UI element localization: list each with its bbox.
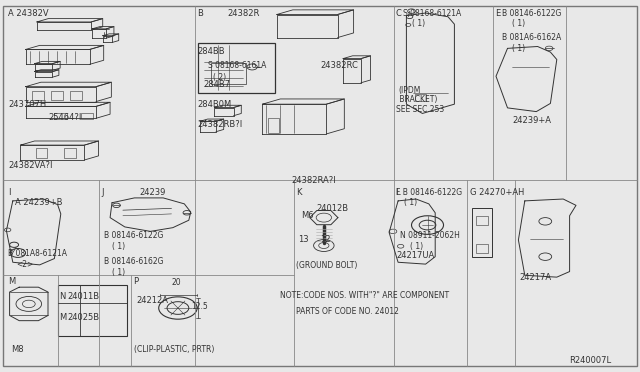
- Bar: [198, 43, 275, 93]
- Text: 24217UA: 24217UA: [397, 251, 435, 260]
- Text: B: B: [197, 9, 203, 18]
- Text: M8: M8: [12, 345, 24, 354]
- Text: SEE SEC.253: SEE SEC.253: [396, 105, 444, 114]
- Text: ( 1): ( 1): [512, 44, 525, 53]
- Bar: [268, 118, 279, 133]
- Bar: [51, 91, 63, 100]
- Bar: [58, 285, 127, 336]
- Text: A 24239+B: A 24239+B: [15, 198, 62, 207]
- Text: 24382RC: 24382RC: [320, 61, 358, 70]
- Text: <2>: <2>: [16, 260, 33, 269]
- Text: NOTE:CODE NOS. WITH"?" ARE COMPONENT: NOTE:CODE NOS. WITH"?" ARE COMPONENT: [280, 291, 449, 300]
- Text: 20: 20: [172, 278, 181, 287]
- Text: 24382RA?I: 24382RA?I: [291, 176, 336, 185]
- Text: S 08168-6121A: S 08168-6121A: [403, 9, 461, 18]
- Text: K: K: [296, 188, 302, 197]
- Text: 13: 13: [298, 235, 308, 244]
- Text: 24382VA?I: 24382VA?I: [8, 161, 53, 170]
- Bar: [476, 216, 488, 225]
- Text: BRACKET): BRACKET): [397, 95, 437, 104]
- Text: ( 1): ( 1): [112, 242, 125, 251]
- Text: (GROUND BOLT): (GROUND BOLT): [296, 261, 358, 270]
- Text: ( 2): ( 2): [213, 73, 227, 81]
- Text: 24217A: 24217A: [520, 273, 552, 282]
- Text: 12: 12: [320, 235, 330, 244]
- Text: M: M: [8, 277, 15, 286]
- Text: ( 1): ( 1): [404, 198, 418, 207]
- Bar: [54, 113, 67, 119]
- Text: J: J: [101, 188, 104, 197]
- Bar: [415, 94, 426, 101]
- Bar: [476, 244, 488, 253]
- Text: P: P: [133, 277, 138, 286]
- Text: C: C: [396, 9, 401, 18]
- Text: H: H: [517, 188, 524, 197]
- Text: B 08146-6162G: B 08146-6162G: [104, 257, 164, 266]
- Text: I: I: [8, 188, 11, 197]
- Text: M6: M6: [301, 211, 314, 220]
- Bar: [64, 148, 76, 158]
- Text: 284B7: 284B7: [204, 80, 230, 89]
- Bar: [472, 208, 492, 257]
- Text: ( 1): ( 1): [512, 19, 525, 28]
- Text: E: E: [495, 9, 500, 18]
- Text: L: L: [396, 188, 400, 197]
- Text: PARTS OF CODE NO. 24012: PARTS OF CODE NO. 24012: [296, 307, 399, 316]
- Text: 24025B: 24025B: [68, 313, 100, 322]
- Text: B 08146-6122G: B 08146-6122G: [502, 9, 562, 18]
- Text: 284B0M: 284B0M: [197, 100, 232, 109]
- Text: ( 1): ( 1): [410, 242, 423, 251]
- Bar: [70, 91, 82, 100]
- Bar: [81, 113, 93, 119]
- Text: (IPDM: (IPDM: [398, 86, 420, 94]
- Text: (CLIP-PLASTIC, PRTR): (CLIP-PLASTIC, PRTR): [134, 345, 215, 354]
- Text: F B 08146-6122G: F B 08146-6122G: [396, 188, 461, 197]
- Text: 24382RB?I: 24382RB?I: [197, 120, 243, 129]
- Text: N: N: [60, 292, 66, 301]
- Text: 24011B: 24011B: [68, 292, 100, 301]
- Text: ( 1): ( 1): [112, 268, 125, 277]
- Bar: [32, 91, 44, 100]
- Text: ( 1): ( 1): [412, 19, 425, 28]
- Text: 24212A: 24212A: [136, 296, 168, 305]
- Text: 25464?I: 25464?I: [48, 113, 81, 122]
- Text: 24382R: 24382R: [227, 9, 260, 18]
- Text: 284BB: 284BB: [197, 46, 225, 55]
- Text: 12.5: 12.5: [191, 302, 207, 311]
- Text: S 08168-6161A: S 08168-6161A: [208, 61, 266, 70]
- Text: 24012B: 24012B: [317, 204, 349, 213]
- Text: 24239: 24239: [140, 188, 166, 197]
- Text: M: M: [60, 313, 67, 322]
- Text: A 24382V: A 24382V: [8, 9, 49, 18]
- Text: B 08146-6122G: B 08146-6122G: [104, 231, 164, 240]
- Text: 24239+A: 24239+A: [512, 116, 551, 125]
- Text: 243707H: 243707H: [8, 100, 47, 109]
- Text: B 081A8-6121A: B 081A8-6121A: [8, 249, 67, 258]
- Bar: [36, 148, 47, 158]
- Text: G 24270+A: G 24270+A: [470, 188, 518, 197]
- Text: B 081A6-6162A: B 081A6-6162A: [502, 33, 562, 42]
- Bar: [211, 63, 246, 84]
- Text: R240007L: R240007L: [570, 356, 612, 365]
- Text: N 08911-2062H: N 08911-2062H: [400, 231, 460, 240]
